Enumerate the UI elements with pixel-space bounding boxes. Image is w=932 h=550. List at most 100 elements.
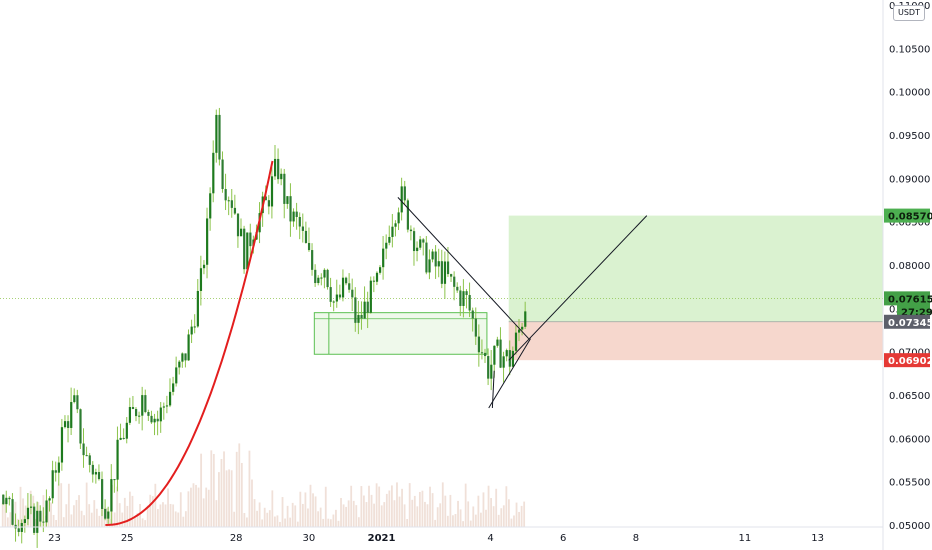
candle-body	[335, 294, 338, 302]
price-tag-target	[884, 208, 930, 223]
volume-bar	[90, 512, 93, 527]
volume-bar	[457, 500, 459, 527]
volume-bar	[289, 517, 292, 527]
candle-body	[375, 272, 379, 282]
volume-bar	[169, 503, 172, 527]
candle-body	[480, 352, 484, 354]
volume-bar	[449, 494, 452, 527]
volume-bar	[212, 453, 215, 527]
volume-bar	[492, 506, 495, 527]
candle-body	[326, 269, 329, 288]
volume-bar	[95, 508, 98, 527]
candle-body	[311, 250, 314, 270]
volume-bar	[284, 518, 286, 527]
volume-bars	[1, 443, 526, 527]
volume-bar	[426, 504, 429, 527]
volume-bar	[429, 486, 431, 527]
candle-body	[332, 301, 335, 303]
volume-bar	[136, 513, 139, 527]
volume-bar	[329, 519, 332, 527]
candle-body	[221, 159, 224, 190]
candle-body	[437, 261, 440, 267]
volume-bar	[116, 486, 119, 527]
volume-bar	[34, 518, 37, 527]
price-tick-label: 0.08000	[889, 261, 930, 272]
volume-bar	[436, 507, 439, 527]
volume-bar	[502, 505, 505, 527]
volume-bar	[162, 502, 164, 527]
candle-body	[29, 506, 33, 508]
volume-bar	[416, 506, 419, 527]
candle-body	[2, 494, 5, 505]
price-axis[interactable]: 0.110000.105000.100000.095000.090000.085…	[889, 1, 930, 532]
price-tag-entry-label: 0.07345	[888, 318, 932, 329]
candle-body	[264, 196, 267, 201]
volume-bar	[291, 502, 294, 527]
volume-bar	[378, 486, 381, 527]
trade-zones	[0, 215, 883, 361]
volume-bar	[332, 514, 335, 527]
volume-bar	[256, 510, 258, 527]
candle-body	[273, 158, 277, 177]
volume-bar	[126, 505, 129, 527]
volume-bar	[55, 519, 58, 527]
candle-body	[511, 350, 515, 367]
volume-bar	[225, 470, 228, 527]
candle-body	[496, 339, 499, 346]
candle-body	[181, 353, 184, 362]
volume-bar	[261, 519, 264, 527]
candle-body	[524, 311, 527, 327]
volume-bar	[24, 505, 27, 527]
candle-body	[227, 200, 230, 202]
trend-box	[313, 312, 488, 355]
volume-bar	[113, 512, 116, 527]
candle-body	[212, 152, 215, 194]
volume-bar	[454, 513, 457, 527]
candle-body	[434, 251, 437, 267]
candle-body	[357, 314, 360, 323]
candle-body	[456, 286, 459, 291]
volume-bar	[347, 500, 350, 527]
candle-body	[490, 364, 493, 379]
volume-bar	[4, 499, 7, 527]
volume-bar	[22, 498, 24, 527]
volume-bar	[490, 498, 492, 527]
price-tick-label: 0.09000	[889, 174, 930, 185]
volume-bar	[220, 458, 223, 527]
volume-bar	[413, 495, 416, 527]
price-tag-current-label: 0.07615	[888, 294, 932, 305]
volume-bar	[474, 514, 477, 527]
candle-body	[307, 242, 311, 251]
candle-body	[85, 455, 88, 457]
volume-bar	[385, 493, 388, 527]
candle-body	[101, 479, 104, 509]
time-tick-label: 11	[739, 533, 752, 544]
candle-body	[97, 472, 101, 480]
currency-badge[interactable]: USDT	[893, 5, 925, 21]
candle-body	[215, 114, 218, 153]
target-zone	[508, 215, 883, 322]
volume-bar	[238, 443, 241, 527]
candle-body	[286, 196, 289, 204]
volume-bar	[388, 490, 391, 527]
volume-bar	[167, 488, 169, 527]
candle-body	[116, 439, 119, 480]
volume-bar	[88, 504, 91, 527]
candle-body	[320, 277, 323, 279]
volume-bar	[477, 495, 480, 527]
volume-bar	[424, 501, 426, 527]
candle-body	[243, 228, 246, 270]
volume-bar	[195, 484, 197, 527]
candle-body	[508, 350, 511, 367]
volume-bar	[192, 483, 195, 527]
volume-bar	[520, 505, 523, 527]
volume-bar	[60, 483, 63, 527]
candle-body	[54, 470, 57, 473]
candle-body	[76, 395, 79, 410]
candle-body	[462, 291, 465, 306]
volume-bar	[184, 511, 187, 527]
volume-bar	[235, 451, 238, 527]
time-axis[interactable]: 23 25 28 30 2021 4 6 8 11 13	[48, 533, 824, 544]
candle-body	[233, 207, 237, 214]
